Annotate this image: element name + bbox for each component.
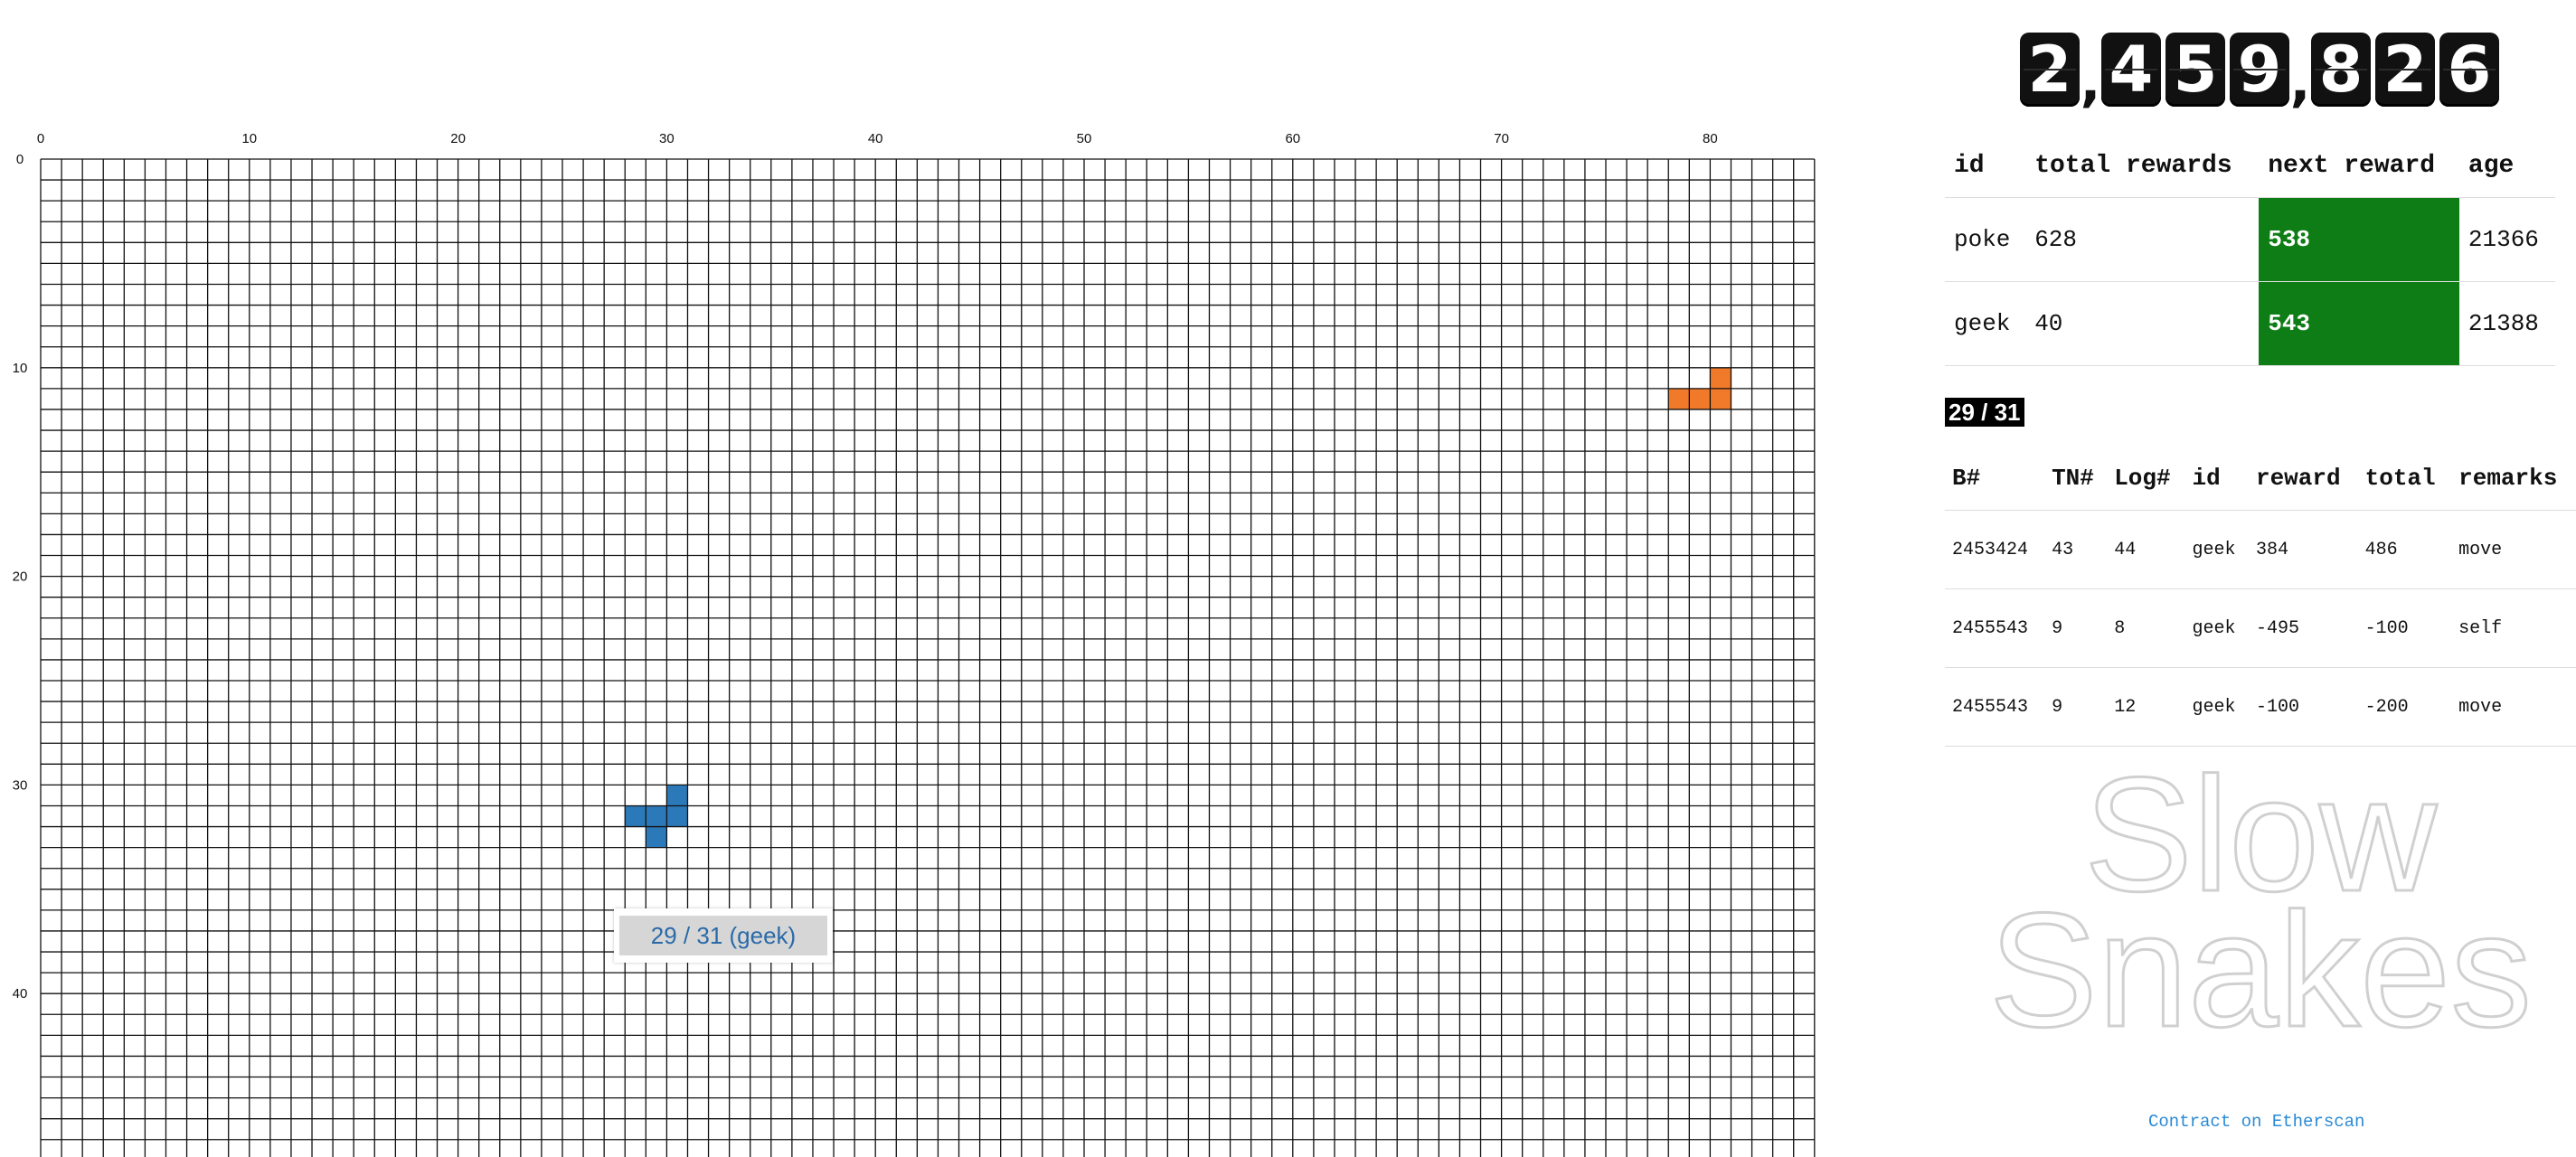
x-tick-label: 30 <box>659 131 675 146</box>
poke-snake-cell[interactable] <box>1710 367 1731 389</box>
log-row: 2455543 9 12 geek -100 -200 move <box>1945 667 2576 747</box>
counter-separator: , <box>2080 51 2101 114</box>
logo-line-1: Slow <box>2084 755 2438 926</box>
poke-snake-cell[interactable] <box>1710 388 1731 409</box>
counter-digit: 9 <box>2230 33 2289 107</box>
col-header-block: B# <box>1945 447 2045 511</box>
x-tick-label: 40 <box>868 131 883 146</box>
x-tick-label: 50 <box>1077 131 1092 146</box>
player-row[interactable]: geek 40 543 21388 <box>1945 281 2555 366</box>
grid-lines <box>40 158 1816 1157</box>
counter-separator: , <box>2289 51 2311 114</box>
log-row: 2455543 9 8 geek -495 -100 self <box>1945 588 2576 668</box>
log-id: geek <box>2184 510 2249 589</box>
game-board[interactable]: 0 10 20 30 40 50 60 70 80 0 10 20 30 40 29 / 31 (geek… <box>0 0 1826 1157</box>
log-id: geek <box>2184 588 2249 668</box>
y-tick-label: 20 <box>13 569 28 585</box>
geek-snake-cell[interactable] <box>666 785 688 806</box>
y-tick-label: 40 <box>13 986 28 1002</box>
log-block: 2453424 <box>1945 510 2045 589</box>
counter-digit: 2 <box>2375 33 2435 107</box>
block-counter: 2 , 4 5 9 , 8 2 6 <box>2020 33 2499 114</box>
col-header-next-reward: next reward <box>2259 134 2459 198</box>
x-tick-label: 20 <box>450 131 466 146</box>
log-total: 486 <box>2357 510 2452 589</box>
player-age: 21388 <box>2458 281 2555 366</box>
players-table: id total rewards next reward age poke 62… <box>1945 134 2555 366</box>
player-next-reward: 543 <box>2259 281 2459 366</box>
x-tick-label: 0 <box>37 131 44 146</box>
log-row: 2453424 43 44 geek 384 486 move <box>1945 510 2576 589</box>
log-reward: 384 <box>2248 510 2358 589</box>
col-header-tn: TN# <box>2044 447 2108 511</box>
event-log-table: B# TN# Log# id reward total remarks 2453… <box>1945 447 2576 747</box>
player-row[interactable]: poke 628 538 21366 <box>1945 197 2555 282</box>
player-next-reward: 538 <box>2259 197 2459 282</box>
col-header-total-rewards: total rewards <box>2025 134 2260 198</box>
x-tick-label: 60 <box>1285 131 1300 146</box>
log-remarks: move <box>2451 510 2576 589</box>
cell-tooltip: 29 / 31 (geek) <box>614 908 833 963</box>
log-number: 12 <box>2107 667 2185 747</box>
col-header-log: Log# <box>2107 447 2185 511</box>
log-tn: 9 <box>2044 667 2108 747</box>
log-header-row: B# TN# Log# id reward total remarks <box>1945 447 2576 511</box>
log-number: 8 <box>2107 588 2185 668</box>
log-number: 44 <box>2107 510 2185 589</box>
x-tick-label: 80 <box>1703 131 1718 146</box>
logo-line-2: Snakes <box>1989 880 2532 1044</box>
player-age: 21366 <box>2458 197 2555 282</box>
geek-snake-cell[interactable] <box>646 805 667 827</box>
y-tick-label: 0 <box>16 152 24 167</box>
log-tn: 9 <box>2044 588 2108 668</box>
player-id: geek <box>1945 281 2026 366</box>
poke-snake-cell[interactable] <box>1689 388 1711 409</box>
players-header-row: id total rewards next reward age <box>1945 134 2555 198</box>
log-total: -200 <box>2357 667 2452 747</box>
log-remarks: move <box>2451 667 2576 747</box>
grid-canvas[interactable]: 0 10 20 30 40 50 60 70 80 0 10 20 30 40 <box>0 0 1826 1157</box>
slow-snakes-logo: Slow Snakes <box>1987 755 2533 1044</box>
col-header-remarks: remarks <box>2451 447 2576 511</box>
geek-snake-cell[interactable] <box>646 826 667 848</box>
log-total: -100 <box>2357 588 2452 668</box>
player-id: poke <box>1945 197 2026 282</box>
counter-digit: 2 <box>2020 33 2080 107</box>
col-header-id: id <box>2184 447 2249 511</box>
counter-digit: 5 <box>2166 33 2225 107</box>
geek-snake-cell[interactable] <box>625 805 646 827</box>
y-tick-label: 10 <box>13 361 28 376</box>
col-header-total: total <box>2357 447 2452 511</box>
col-header-age: age <box>2458 134 2555 198</box>
poke-snake-cell[interactable] <box>1668 388 1690 409</box>
etherscan-contract-link[interactable]: Contract on Etherscan <box>2148 1112 2365 1132</box>
col-header-reward: reward <box>2248 447 2358 511</box>
selected-cell-badge: 29 / 31 <box>1945 398 2024 427</box>
log-tn: 43 <box>2044 510 2108 589</box>
counter-digit: 8 <box>2311 33 2371 107</box>
counter-digit: 6 <box>2439 33 2499 107</box>
log-block: 2455543 <box>1945 588 2045 668</box>
log-remarks: self <box>2451 588 2576 668</box>
geek-snake-cell[interactable] <box>666 805 688 827</box>
x-tick-label: 70 <box>1494 131 1509 146</box>
log-block: 2455543 <box>1945 667 2045 747</box>
log-id: geek <box>2184 667 2249 747</box>
log-reward: -495 <box>2248 588 2358 668</box>
player-total: 40 <box>2025 281 2260 366</box>
y-tick-label: 30 <box>13 777 28 793</box>
x-tick-label: 10 <box>241 131 257 146</box>
player-total: 628 <box>2025 197 2260 282</box>
log-reward: -100 <box>2248 667 2358 747</box>
counter-digit: 4 <box>2101 33 2161 107</box>
col-header-id: id <box>1945 134 2026 198</box>
tooltip-text: 29 / 31 (geek) <box>619 916 827 955</box>
